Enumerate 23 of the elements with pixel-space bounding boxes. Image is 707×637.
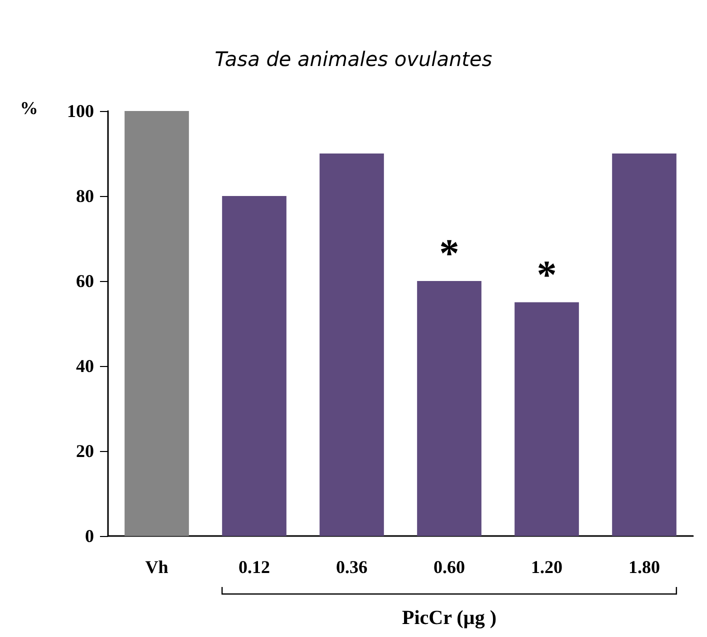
annotation: *	[439, 230, 460, 276]
x-axis-title: PicCr (µg )	[402, 607, 496, 629]
bar	[222, 196, 286, 536]
y-tick-label: 0	[85, 526, 94, 546]
chart-title: Tasa de animales ovulantes	[214, 47, 492, 71]
bar	[124, 111, 189, 536]
bar	[612, 154, 676, 536]
x-tick-label: 1.20	[531, 557, 562, 577]
y-tick-label: 20	[76, 441, 94, 461]
x-tick-label: 0.12	[238, 557, 270, 577]
x-tick-label: 1.80	[628, 557, 660, 577]
bar	[320, 154, 384, 536]
x-tick-label: 0.36	[336, 557, 368, 577]
y-tick-label: 80	[76, 186, 94, 206]
y-tick-label: 60	[76, 271, 94, 291]
y-tick-label: 100	[67, 101, 94, 121]
x-tick-label: 0.60	[434, 557, 465, 577]
y-tick-label: 40	[76, 356, 94, 376]
x-tick-label: Vh	[145, 557, 168, 577]
annotation: *	[536, 252, 557, 297]
bar	[514, 302, 579, 536]
y-axis-title: %	[20, 98, 38, 118]
bar	[417, 281, 482, 536]
